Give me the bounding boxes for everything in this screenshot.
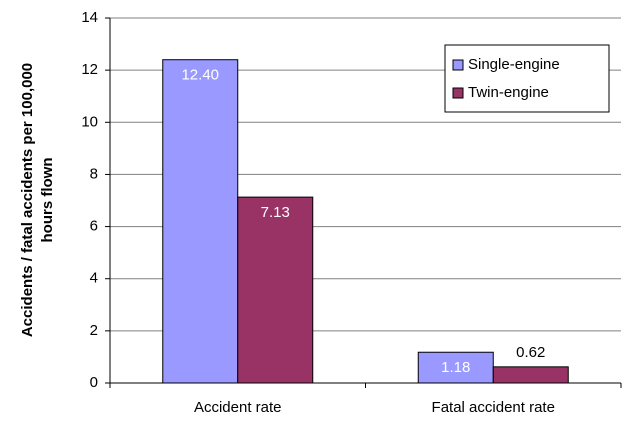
y-tick-label: 4 bbox=[90, 270, 98, 287]
legend-label: Single-engine bbox=[468, 56, 560, 73]
x-tick-label: Fatal accident rate bbox=[432, 399, 555, 416]
legend-swatch bbox=[452, 59, 464, 71]
bar bbox=[237, 196, 314, 384]
x-tick-label: Accident rate bbox=[194, 399, 282, 416]
value-label: 7.13 bbox=[261, 204, 290, 221]
value-label: 1.18 bbox=[441, 359, 470, 376]
y-tick-label: 8 bbox=[90, 165, 98, 182]
y-tick-label: 10 bbox=[81, 113, 98, 130]
bar bbox=[492, 366, 569, 384]
y-tick-label: 14 bbox=[81, 9, 98, 26]
bar bbox=[162, 59, 239, 384]
y-tick-label: 0 bbox=[90, 374, 98, 391]
legend-swatch bbox=[452, 87, 464, 99]
bar bbox=[417, 351, 494, 384]
legend-box bbox=[444, 44, 610, 113]
y-tick-label: 12 bbox=[81, 61, 98, 78]
y-tick-label: 6 bbox=[90, 218, 98, 235]
value-label: 0.62 bbox=[516, 344, 545, 361]
value-label: 12.40 bbox=[181, 67, 219, 84]
y-tick-label: 2 bbox=[90, 322, 98, 339]
y-axis-label-line: hours flown bbox=[39, 158, 56, 243]
legend-label: Twin-engine bbox=[468, 84, 549, 101]
y-axis-label-line: Accidents / fatal accidents per 100,000 bbox=[19, 63, 36, 337]
y-axis-label: Accidents / fatal accidents per 100,000 … bbox=[19, 63, 56, 337]
